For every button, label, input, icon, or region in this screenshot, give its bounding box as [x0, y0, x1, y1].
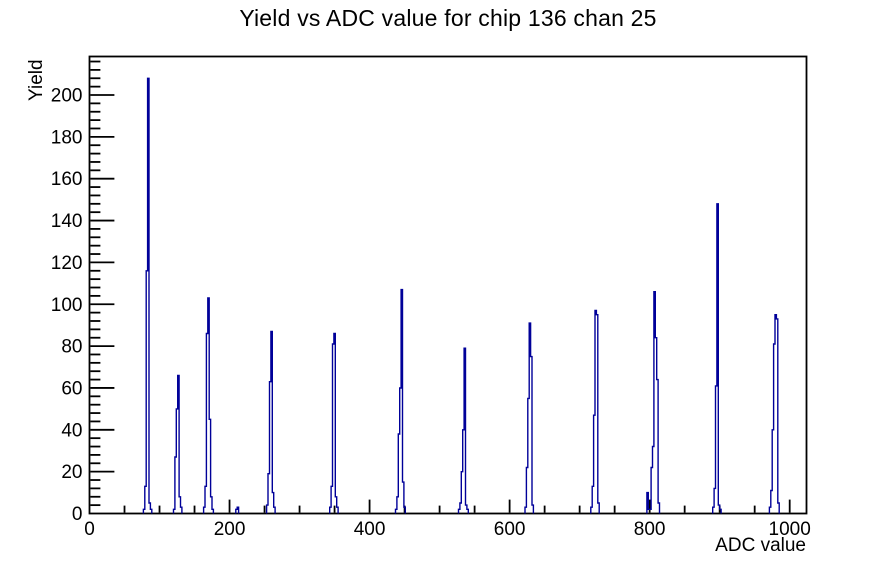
histogram-spike — [457, 347, 469, 514]
y-tick-label: 80 — [61, 337, 82, 358]
histogram-spike — [142, 77, 153, 514]
x-tick-label: 1000 — [769, 519, 811, 540]
plot-frame — [88, 55, 808, 515]
histogram-spike — [172, 374, 183, 514]
y-tick-label: 140 — [51, 211, 83, 232]
y-tick-label: 120 — [51, 253, 83, 274]
y-tick-label: 0 — [72, 504, 83, 525]
histogram-spike — [235, 506, 240, 514]
x-axis-title: ADC value — [715, 535, 806, 556]
histogram-spike — [646, 291, 661, 514]
x-tick-label: 0 — [84, 519, 95, 540]
y-tick-label: 60 — [61, 378, 82, 399]
x-tick-label: 400 — [354, 519, 386, 540]
y-tick-label: 100 — [51, 295, 83, 316]
histogram-spike — [329, 332, 339, 514]
histogram-spike — [394, 288, 406, 514]
histogram-spike — [202, 297, 215, 514]
histogram-spike — [768, 314, 780, 514]
chart-title: Yield vs ADC value for chip 136 chan 25 — [239, 5, 657, 31]
x-tick-label: 800 — [634, 519, 666, 540]
y-tick-label: 200 — [51, 86, 83, 107]
y-tick-label: 160 — [51, 169, 83, 190]
y-tick-label: 180 — [51, 127, 83, 148]
histogram-spike — [712, 203, 722, 514]
histogram-spike — [524, 322, 535, 514]
histogram-spike — [590, 309, 600, 514]
y-tick-label: 40 — [61, 420, 82, 441]
x-tick-label: 200 — [214, 519, 246, 540]
y-tick-label: 20 — [61, 462, 82, 483]
x-tick-label: 600 — [494, 519, 526, 540]
histogram-spike — [265, 330, 276, 514]
y-axis-title: Yield — [26, 59, 47, 101]
